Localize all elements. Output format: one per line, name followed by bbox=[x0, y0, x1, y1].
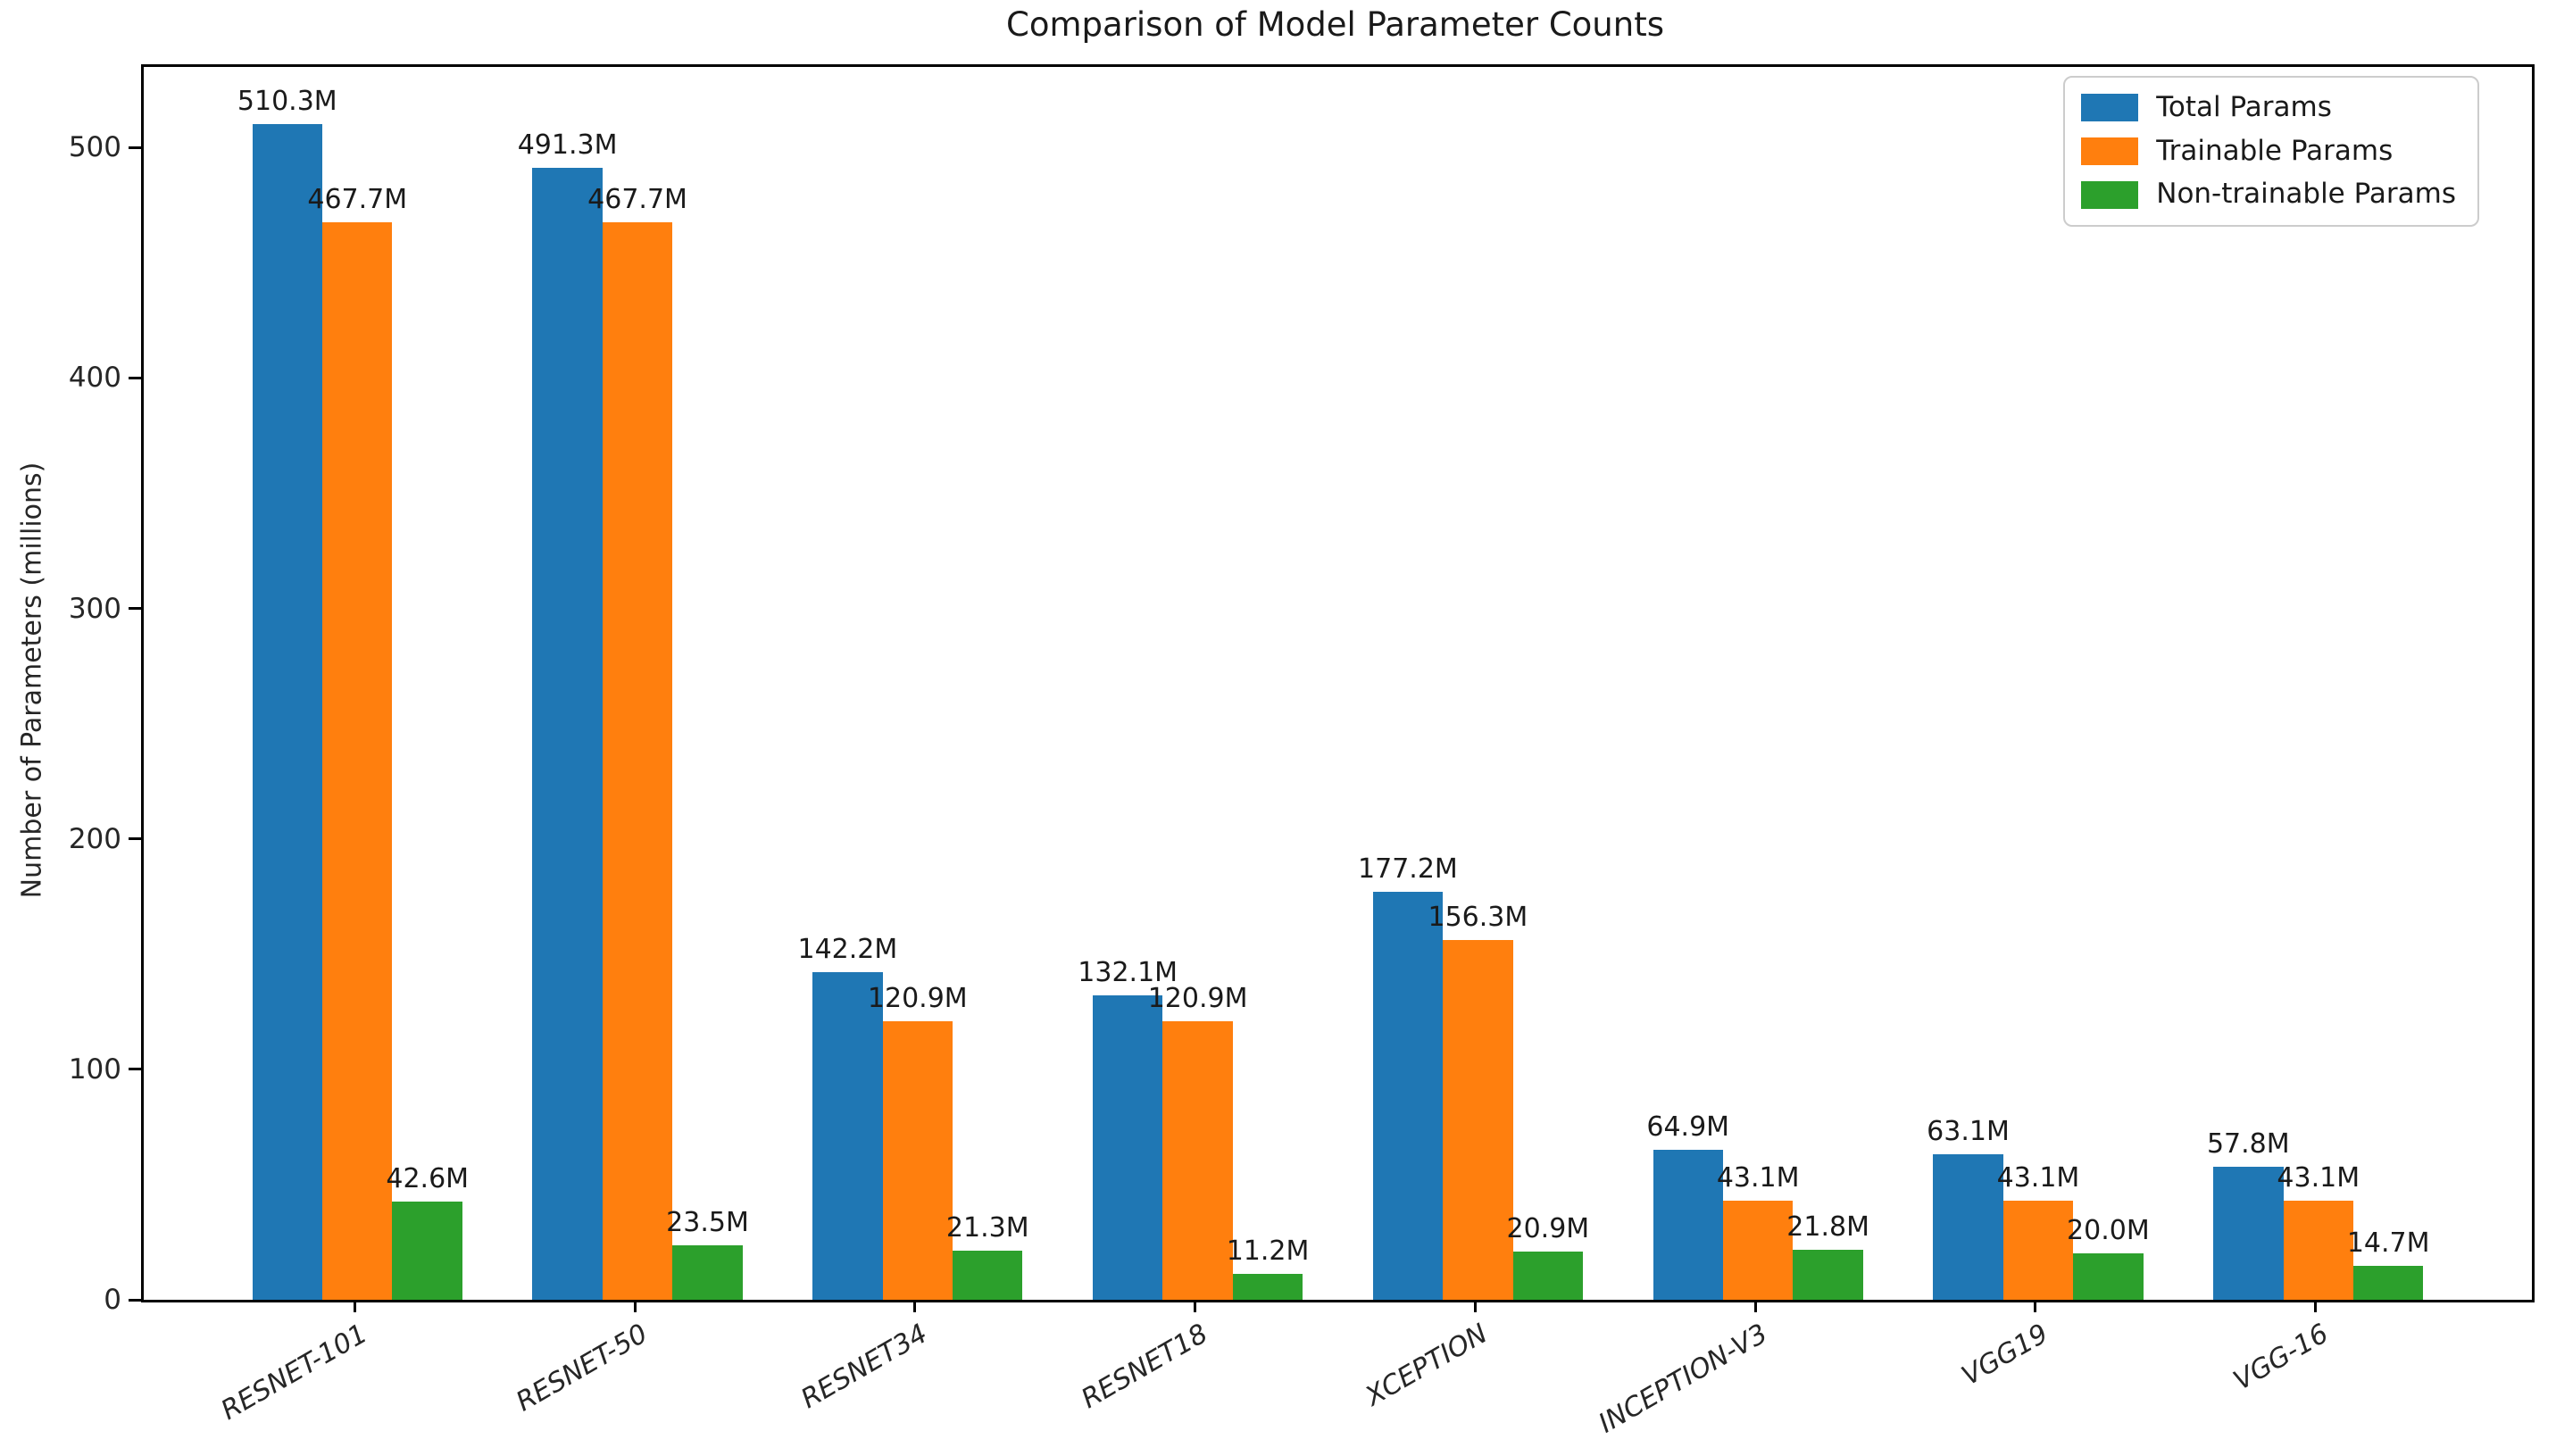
x-tick-label: VGG-16 bbox=[2227, 1318, 2334, 1397]
bar-value-label: 20.9M bbox=[1506, 1213, 1590, 1245]
bar-trainable-params bbox=[1162, 1020, 1233, 1300]
x-tick-mark bbox=[1473, 1300, 1477, 1312]
bar-total-params bbox=[2213, 1166, 2284, 1300]
bar-non-trainable-params bbox=[392, 1202, 462, 1300]
y-tick-label: 400 bbox=[68, 362, 121, 395]
bar-trainable-params bbox=[322, 221, 393, 1300]
bar-value-label: 42.6M bbox=[386, 1163, 470, 1195]
bar-non-trainable-params bbox=[672, 1245, 743, 1300]
bar-value-label: 177.2M bbox=[1358, 853, 1458, 885]
x-tick-label: XCEPTION bbox=[1360, 1318, 1494, 1413]
y-tick-mark bbox=[129, 607, 141, 611]
x-tick-label: RESNET-50 bbox=[511, 1318, 654, 1419]
bar-trainable-params bbox=[882, 1020, 953, 1300]
legend-item: Non-trainable Params bbox=[2081, 179, 2456, 211]
bar-value-label: 43.1M bbox=[1716, 1161, 1800, 1194]
bar-value-label: 63.1M bbox=[1927, 1116, 2010, 1148]
y-tick-mark bbox=[129, 837, 141, 841]
x-tick-label: VGG19 bbox=[1956, 1318, 2053, 1393]
x-tick-mark bbox=[913, 1300, 917, 1312]
bar-trainable-params bbox=[2002, 1200, 2074, 1300]
x-tick-mark bbox=[1194, 1300, 1197, 1312]
bar-trainable-params bbox=[1443, 939, 1513, 1300]
bar-value-label: 120.9M bbox=[867, 982, 968, 1014]
bar-total-params bbox=[1933, 1154, 2003, 1300]
bar-total-params bbox=[1092, 995, 1163, 1300]
bar-value-label: 43.1M bbox=[1996, 1161, 2080, 1194]
x-tick-label: RESNET18 bbox=[1076, 1318, 1213, 1416]
bar-value-label: 23.5M bbox=[666, 1207, 749, 1239]
bar-trainable-params bbox=[602, 221, 673, 1300]
y-tick-mark bbox=[129, 146, 141, 149]
bar-value-label: 43.1M bbox=[2277, 1161, 2360, 1194]
bar-value-label: 510.3M bbox=[237, 85, 337, 117]
x-tick-label: INCEPTION-V3 bbox=[1594, 1318, 1774, 1440]
bar-value-label: 14.7M bbox=[2346, 1227, 2430, 1260]
y-tick-label: 500 bbox=[68, 131, 121, 164]
bar-non-trainable-params bbox=[953, 1251, 1023, 1300]
x-tick-mark bbox=[633, 1300, 637, 1312]
bar-value-label: 120.9M bbox=[1147, 982, 1248, 1014]
legend: Total Params Trainable Params Non-trainabl… bbox=[2063, 76, 2479, 227]
legend-swatch bbox=[2081, 94, 2139, 122]
bar-value-label: 20.0M bbox=[2067, 1215, 2150, 1247]
legend-swatch bbox=[2081, 180, 2139, 209]
bar-non-trainable-params bbox=[2073, 1253, 2144, 1300]
bar-value-label: 132.1M bbox=[1078, 957, 1178, 989]
x-tick-label: RESNET34 bbox=[795, 1318, 933, 1416]
bar-non-trainable-params bbox=[1512, 1252, 1584, 1300]
y-tick-mark bbox=[129, 1298, 141, 1302]
x-tick-mark bbox=[1753, 1300, 1757, 1312]
legend-label: Trainable Params bbox=[2156, 134, 2394, 167]
bar-total-params bbox=[1653, 1150, 1723, 1300]
y-tick-mark bbox=[129, 376, 141, 379]
x-tick-mark bbox=[2314, 1300, 2318, 1312]
bar-value-label: 11.2M bbox=[1226, 1236, 1310, 1268]
bar-trainable-params bbox=[2283, 1200, 2353, 1300]
bar-value-label: 467.7M bbox=[587, 183, 687, 215]
bar-total-params bbox=[532, 167, 603, 1300]
bar-value-label: 156.3M bbox=[1428, 901, 1528, 933]
bar-total-params bbox=[1372, 891, 1444, 1300]
bar-total-params bbox=[252, 123, 323, 1300]
legend-label: Non-trainable Params bbox=[2156, 178, 2456, 211]
legend-swatch bbox=[2081, 137, 2139, 165]
x-tick-mark bbox=[353, 1300, 356, 1312]
bar-value-label: 21.3M bbox=[945, 1212, 1029, 1244]
bar-value-label: 64.9M bbox=[1646, 1111, 1730, 1144]
bar-trainable-params bbox=[1722, 1200, 1794, 1300]
bar-value-label: 467.7M bbox=[307, 183, 408, 215]
plot-area: 510.3M 491.3M 142.2M 132.1M 177.2M 64.9M 63.1M… bbox=[141, 64, 2535, 1302]
bar-non-trainable-params bbox=[2352, 1266, 2424, 1300]
y-tick-label: 300 bbox=[68, 592, 121, 625]
legend-item: Total Params bbox=[2081, 91, 2456, 124]
y-tick-label: 0 bbox=[104, 1284, 121, 1316]
x-tick-label: RESNET-101 bbox=[215, 1318, 373, 1427]
legend-item: Trainable Params bbox=[2081, 134, 2456, 168]
bar-value-label: 491.3M bbox=[517, 129, 618, 161]
bar-non-trainable-params bbox=[1793, 1249, 1863, 1300]
y-tick-mark bbox=[129, 1068, 141, 1071]
bar-non-trainable-params bbox=[1232, 1274, 1303, 1300]
bar-total-params bbox=[812, 971, 883, 1300]
y-tick-label: 200 bbox=[68, 822, 121, 855]
bar-value-label: 142.2M bbox=[797, 933, 898, 965]
legend-label: Total Params bbox=[2156, 91, 2332, 123]
x-tick-mark bbox=[2034, 1300, 2037, 1312]
y-tick-label: 100 bbox=[68, 1052, 121, 1086]
bar-value-label: 57.8M bbox=[2206, 1127, 2290, 1160]
chart-title: Comparison of Model Parameter Counts bbox=[1006, 5, 1664, 44]
bar-value-label: 21.8M bbox=[1786, 1211, 1869, 1243]
